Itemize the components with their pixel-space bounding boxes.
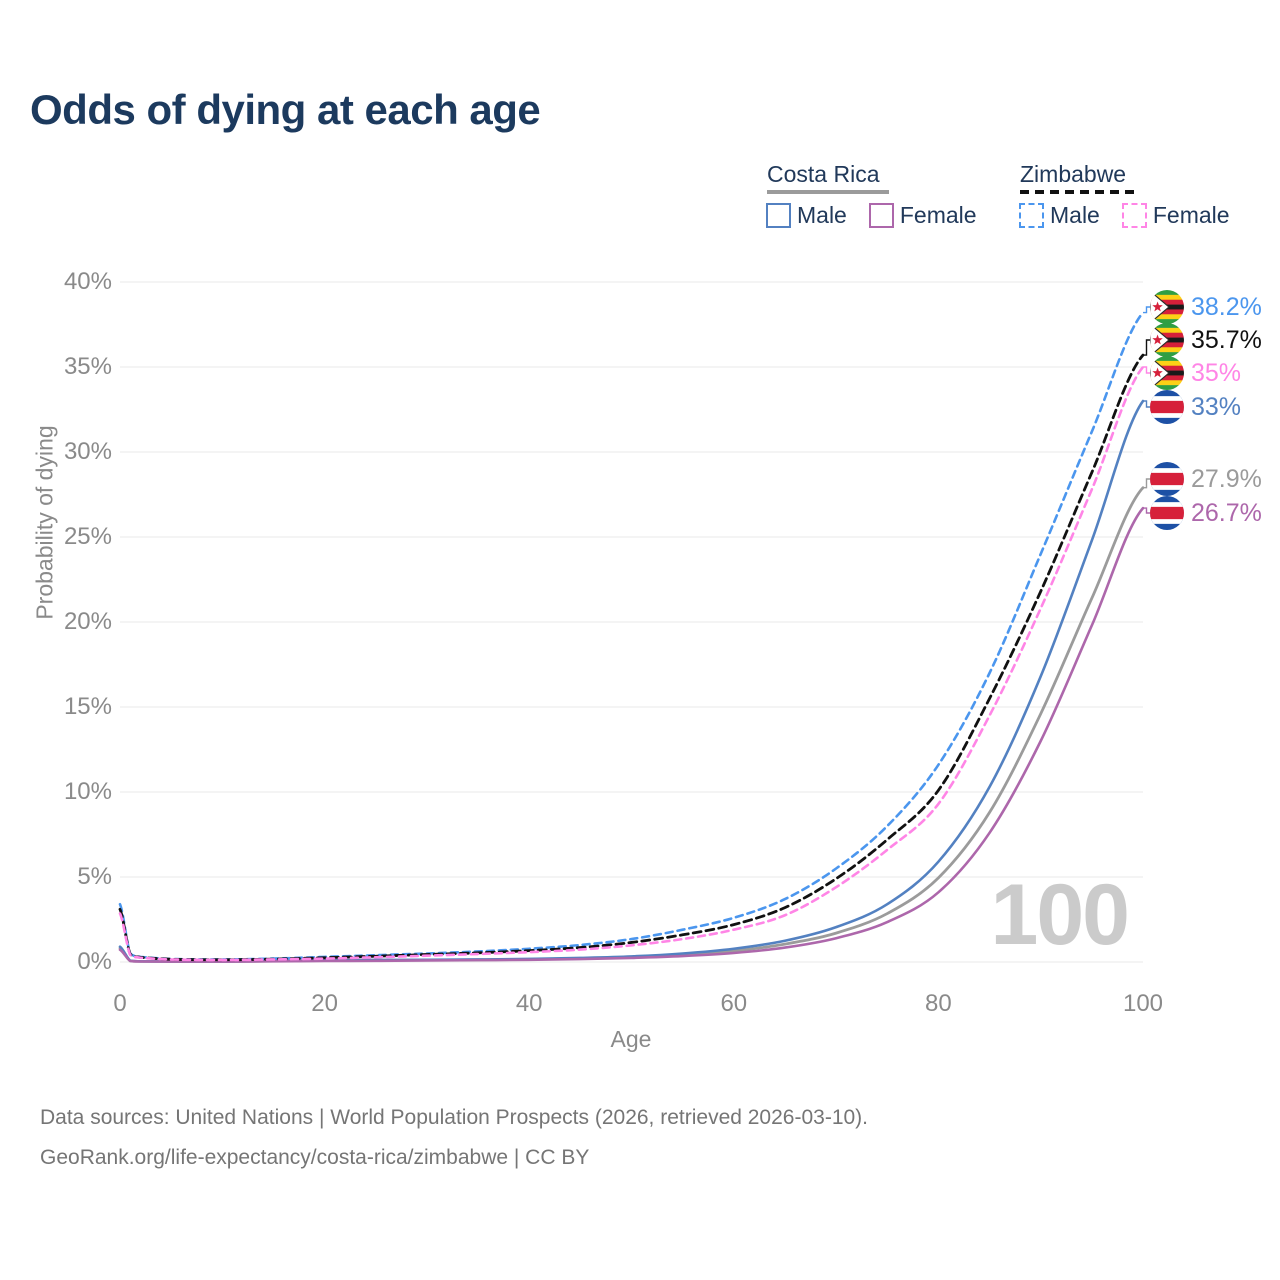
y-axis-title: Probability of dying [31, 425, 58, 620]
series-lines [118, 311, 1145, 963]
costa-rica-flag-icon [1150, 462, 1184, 496]
age-counter-watermark: 100 [990, 867, 1131, 963]
end-label-value: 27.9% [1191, 464, 1262, 493]
end-label-zimbabwe-male: 38.2% [1150, 290, 1262, 324]
end-label-value: 35% [1191, 358, 1242, 387]
legend-row-zimbabwe: Male Female [1019, 202, 1252, 229]
legend-item-zimbabwe-male[interactable]: Male [1019, 202, 1100, 229]
zimbabwe-male-swatch[interactable] [1019, 203, 1044, 228]
footer-data-sources: Data sources: United Nations | World Pop… [40, 1106, 869, 1129]
legend-row-costa-rica: Male Female [766, 202, 999, 229]
leader-line-costa-rica-both [1143, 478, 1151, 489]
end-label-costa-rica-female: 26.7% [1150, 496, 1262, 530]
page-title: Odds of dying at each age [30, 86, 541, 133]
costa-rica-flag-icon [1150, 496, 1184, 530]
legend-group-costa-rica: Costa Rica [767, 161, 880, 187]
zimbabwe-flag-icon [1150, 290, 1184, 324]
x-tick-label: 80 [925, 990, 952, 1017]
footer-attribution: GeoRank.org/life-expectancy/costa-rica/z… [40, 1146, 590, 1169]
x-axis-title: Age [610, 1026, 652, 1052]
x-tick-label: 60 [720, 990, 748, 1017]
legend-item-zimbabwe-female[interactable]: Female [1121, 202, 1230, 229]
series-line-costa-rica-female[interactable] [118, 506, 1145, 963]
zimbabwe-flag-icon [1150, 356, 1184, 390]
legend-label-female[interactable]: Female [1152, 202, 1230, 228]
y-tick-label: 25% [63, 523, 112, 550]
end-label-value: 35.7% [1191, 325, 1262, 354]
zimbabwe-line-style-sample [1020, 190, 1140, 194]
series-line-zimbabwe-male[interactable] [118, 311, 1145, 961]
leader-line-zimbabwe-female [1143, 366, 1151, 374]
end-label-value: 38.2% [1191, 292, 1262, 321]
zimbabwe-female-swatch[interactable] [1121, 203, 1147, 228]
y-tick-label: 15% [63, 693, 112, 720]
costa-rica-female-swatch[interactable] [868, 203, 894, 228]
y-tick-label: 5% [77, 863, 112, 890]
gridlines [120, 281, 1143, 963]
end-label-zimbabwe-female: 35% [1150, 356, 1241, 390]
end-label-costa-rica-male: 33% [1150, 390, 1241, 424]
leader-line-costa-rica-male [1143, 400, 1151, 408]
x-tick-label: 40 [515, 990, 543, 1017]
series-line-zimbabwe-both[interactable] [118, 353, 1145, 962]
costa-rica-flag-icon [1150, 390, 1184, 424]
y-tick-label: 20% [63, 608, 112, 635]
legend-label-female[interactable]: Female [899, 202, 977, 228]
costa-rica-male-swatch[interactable] [766, 203, 791, 228]
y-tick-label: 0% [77, 948, 112, 975]
legend-item-costa-rica-female[interactable]: Female [868, 202, 977, 229]
legend-group-zimbabwe: Zimbabwe [1020, 161, 1127, 187]
y-tick-label: 10% [63, 778, 112, 805]
end-label-costa-rica-both: 27.9% [1150, 462, 1262, 496]
x-tick-label: 0 [113, 990, 127, 1017]
y-tick-label: 35% [63, 353, 112, 380]
legend-label-male[interactable]: Male [1050, 202, 1100, 228]
y-tick-label: 40% [63, 268, 112, 295]
x-tick-label: 100 [1122, 990, 1164, 1017]
series-line-zimbabwe-female[interactable] [118, 365, 1145, 962]
legend-item-costa-rica-male[interactable]: Male [766, 202, 847, 229]
leader-line-costa-rica-female [1143, 507, 1151, 514]
end-label-value: 33% [1191, 392, 1242, 421]
costa-rica-line-style-sample [767, 190, 889, 194]
label-leader-lines [1143, 306, 1151, 514]
end-label-zimbabwe-both: 35.7% [1150, 323, 1262, 357]
leader-line-zimbabwe-both [1143, 339, 1151, 356]
y-tick-label: 30% [63, 438, 112, 465]
end-label-value: 26.7% [1191, 498, 1262, 527]
legend-label-male[interactable]: Male [797, 202, 847, 228]
leader-line-zimbabwe-male [1143, 306, 1151, 314]
zimbabwe-flag-icon [1150, 323, 1184, 357]
x-tick-label: 20 [311, 990, 338, 1017]
